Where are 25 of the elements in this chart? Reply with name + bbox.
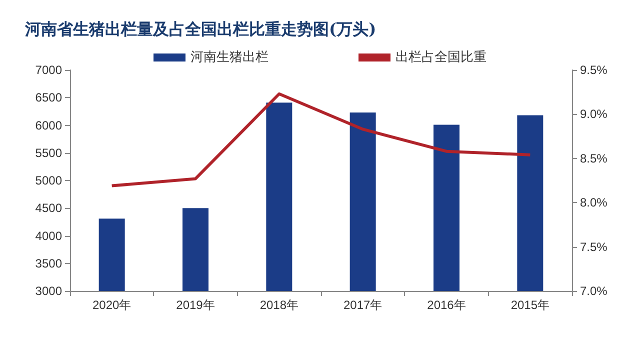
x-tick-label: 2018年 [260, 298, 299, 312]
y-tick-label: 5500 [35, 146, 62, 160]
x-tick-label: 2015年 [510, 298, 550, 312]
y-tick-label: 3500 [35, 256, 62, 270]
legend-label: 河南生猪出栏 [190, 50, 268, 65]
y-tick-label: 5000 [35, 174, 62, 188]
x-tick-label: 2016年 [427, 298, 466, 312]
y-tick-label: 6000 [35, 118, 62, 132]
y-tick-label: 6500 [35, 90, 62, 105]
y2-tick-label: 7.5% [580, 240, 608, 254]
y2-tick-label: 8.5% [580, 151, 608, 166]
y-tick-label: 4000 [35, 228, 62, 243]
x-tick-label: 2019年 [176, 298, 215, 312]
y2-tick-label: 9.5% [580, 63, 608, 77]
x-tick-label: 2020年 [92, 298, 132, 312]
y2-tick-label: 9.0% [580, 107, 608, 122]
y-tick-label: 7000 [35, 63, 62, 77]
y-tick-label: 3000 [35, 284, 62, 298]
y-tick-label: 4500 [35, 201, 62, 216]
chart-title: 河南省生猪出栏量及占全国出栏比重走势图(万头) [24, 20, 376, 38]
line-series [110, 92, 532, 188]
y2-tick-label: 8.0% [580, 196, 608, 210]
y2-tick-label: 7.0% [580, 284, 608, 298]
x-tick-label: 2017年 [343, 298, 382, 312]
legend-label: 出栏占全国比重 [396, 50, 486, 65]
